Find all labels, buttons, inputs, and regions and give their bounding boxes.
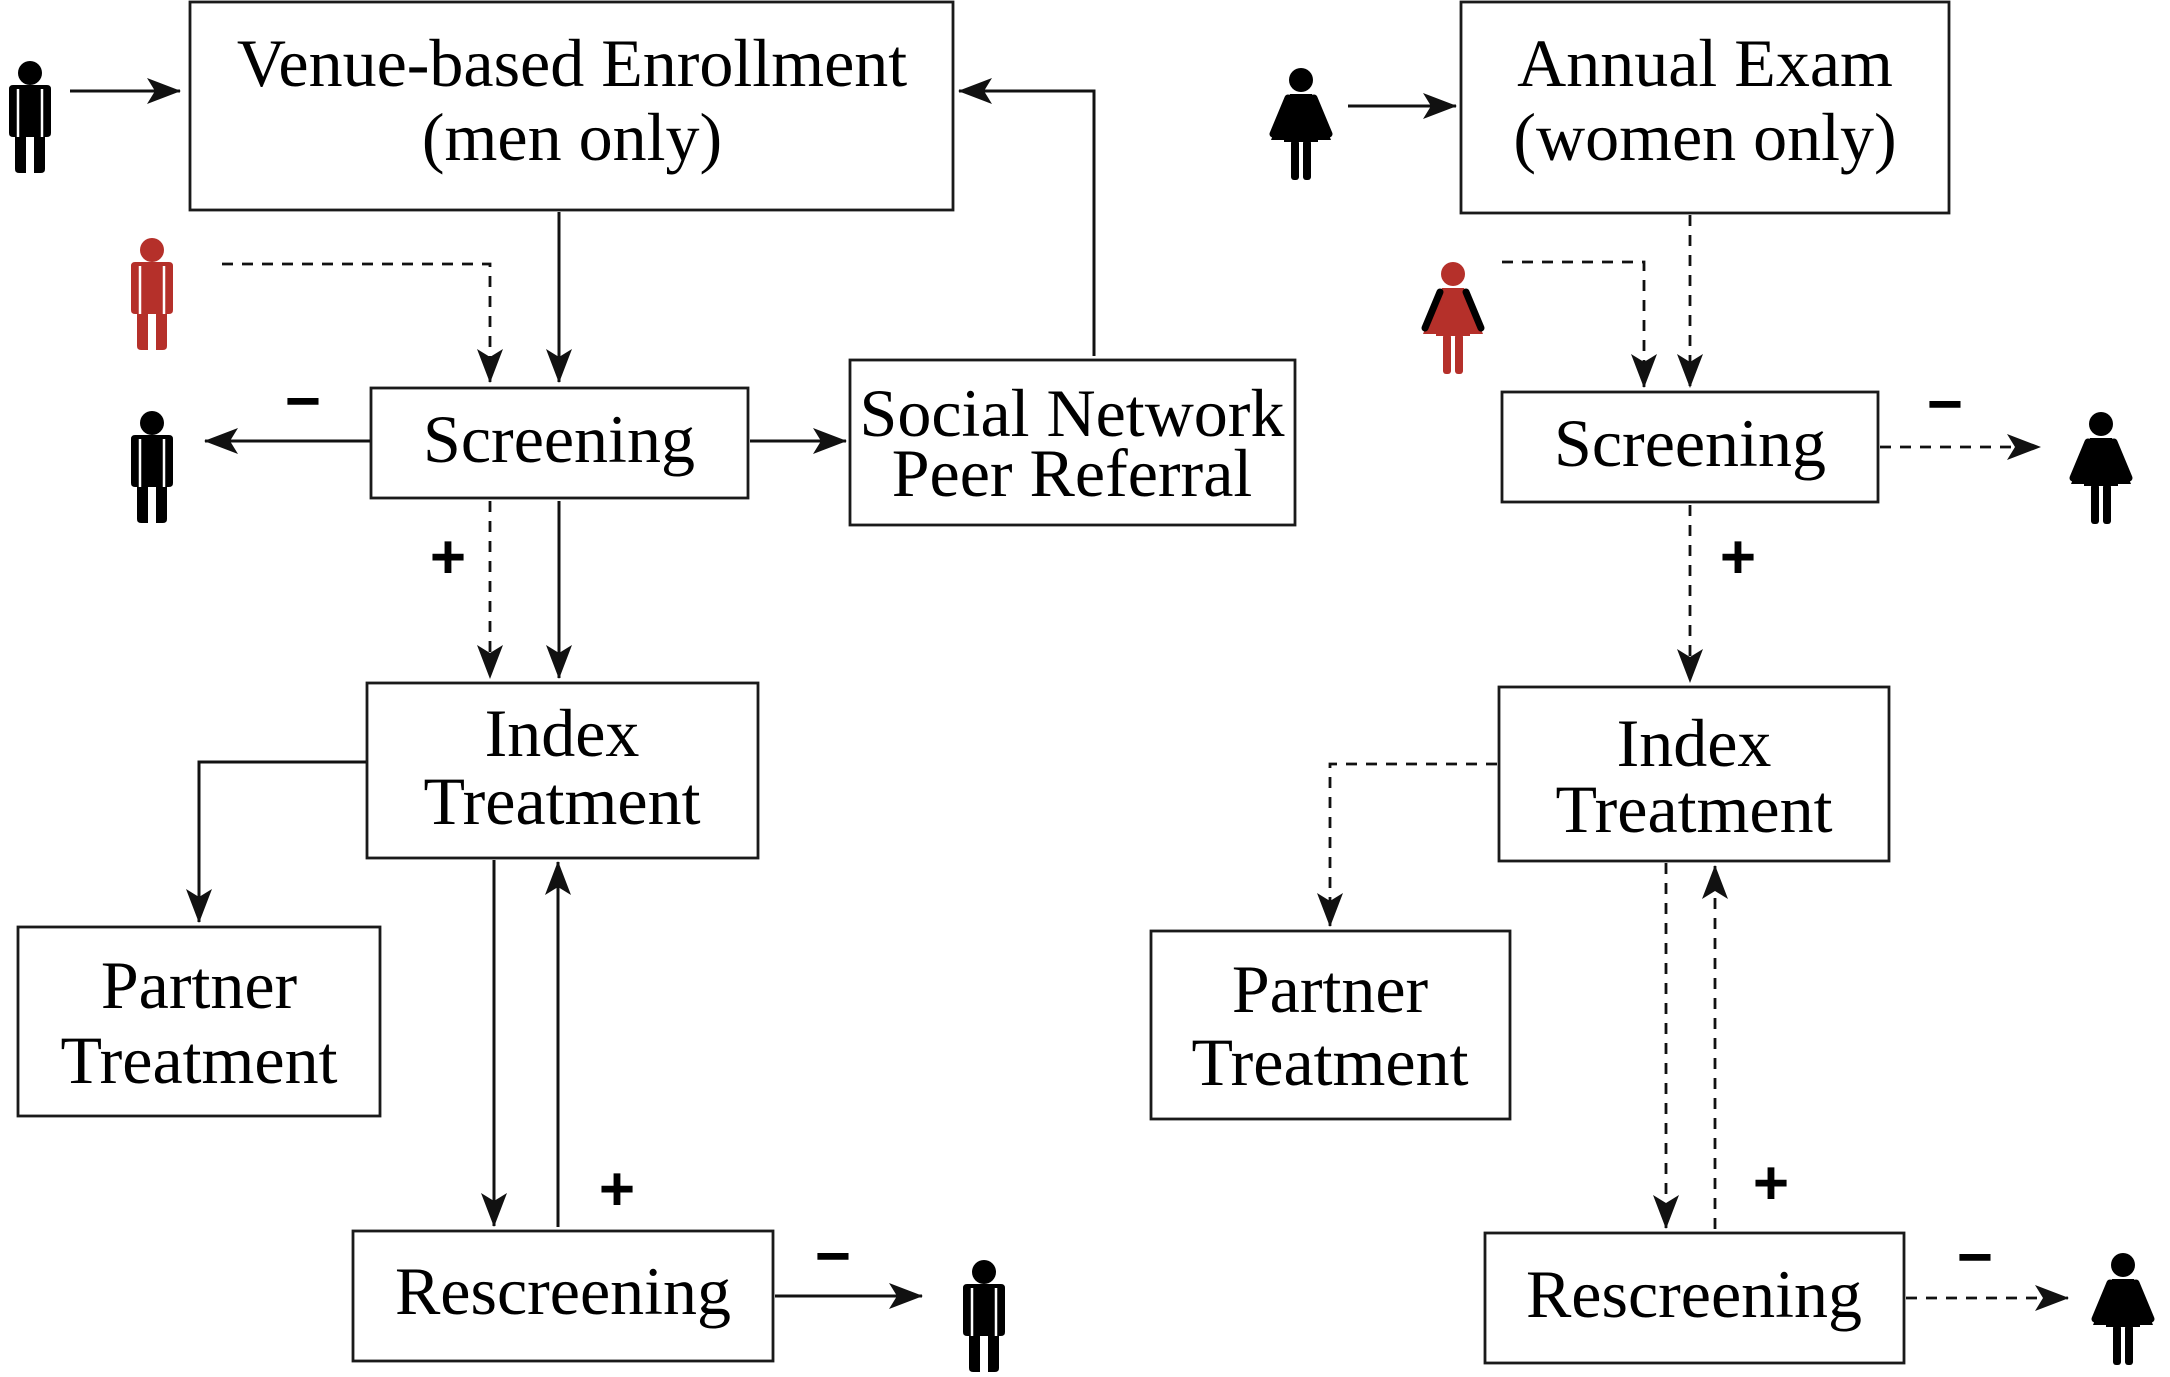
men-index-treatment-box [365,681,760,860]
women-screening-box [1500,390,1880,504]
woman-icon [2093,1253,2153,1365]
enrollment-box [188,0,955,212]
men-rescreening-label: Rescreening [395,1253,731,1329]
women-partner-label-line1: Partner [1232,951,1429,1027]
women-screen-negative-sign: − [1927,370,1963,439]
women-index-treatment-box [1497,685,1891,863]
enrollment-label-line2: (men only) [422,99,722,175]
man-icon [961,1258,1007,1374]
exam-label-line2: (women only) [1513,99,1896,175]
men-screening-box [369,386,750,500]
arrow-infected-woman-to-screening [1502,260,1657,388]
men-partner-label-line2: Treatment [60,1022,337,1098]
men-index-label-line2: Treatment [423,763,700,839]
men-screening-label: Screening [423,401,695,477]
women-rescreen-negative-sign: − [1957,1223,1993,1292]
men-screen-negative-sign: − [285,367,321,436]
women-rescreening-label: Rescreening [1526,1256,1862,1332]
woman-icon [2071,412,2131,524]
men-partner-label-line1: Partner [101,947,298,1023]
men-rescreening-box [351,1229,775,1363]
arrow-infected-man-to-screening [222,262,503,383]
women-partner-label-line2: Treatment [1191,1024,1468,1100]
women-partner-treatment-box [1149,929,1512,1121]
women-flow: Annual Exam (women only) Screening Index… [1149,0,2153,1365]
women-index-label-line2: Treatment [1555,771,1832,847]
women-screening-label: Screening [1554,405,1826,481]
referral-label-line2: Peer Referral [892,435,1253,511]
men-flow: Venue-based Enrollment (men only) Screen… [7,0,1297,1374]
man-icon [129,409,175,525]
arrow-index-to-partner [186,760,366,923]
woman-icon [1271,68,1331,180]
men-rescreen-positive-sign: + [599,1155,635,1224]
infected-man-icon [129,236,175,352]
referral-box [848,358,1297,527]
exam-label-line1: Annual Exam [1517,25,1893,101]
women-index-label-line1: Index [1617,705,1772,781]
women-screen-positive-sign: + [1720,523,1756,592]
women-rescreening-box [1483,1231,1906,1365]
enrollment-label-line1: Venue-based Enrollment [237,25,907,101]
arrow-index-to-partner [1317,762,1497,927]
women-rescreen-positive-sign: + [1753,1149,1789,1218]
man-icon [7,59,53,175]
men-index-label-line1: Index [485,695,640,771]
men-screen-positive-sign: + [430,523,466,592]
referral-label-line1: Social Network [860,375,1285,451]
men-partner-treatment-box [16,925,382,1118]
arrow-referral-to-enrollment [958,78,1096,356]
exam-box [1459,0,1951,215]
men-rescreen-negative-sign: − [815,1222,851,1291]
infected-woman-icon [1423,262,1483,374]
